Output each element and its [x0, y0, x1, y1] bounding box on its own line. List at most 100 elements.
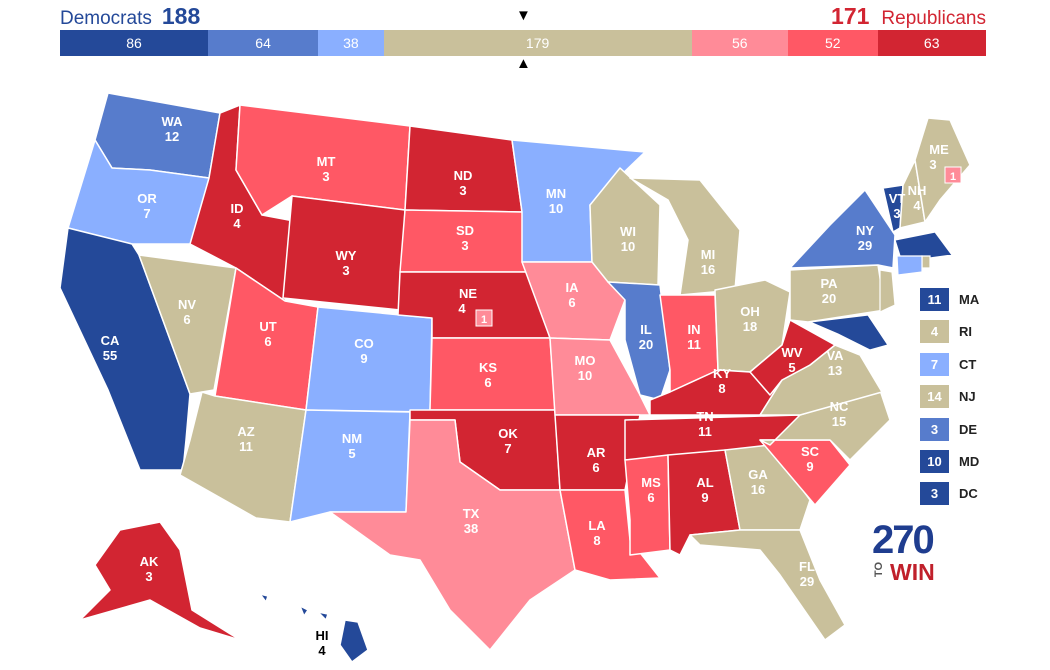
legend-ev-box[interactable]: 14: [920, 385, 949, 409]
state-ga[interactable]: [724, 444, 811, 531]
state-ak[interactable]: [79, 521, 241, 641]
state-ev-in: 11: [687, 337, 701, 352]
state-ev-mo: 10: [578, 368, 592, 383]
state-mo[interactable]: [549, 337, 651, 416]
state-ev-pa: 20: [822, 291, 836, 306]
state-abbr-mt: MT: [317, 154, 336, 169]
state-abbr-ks: KS: [479, 360, 497, 375]
legend-row-de[interactable]: 3 DE: [920, 417, 978, 441]
tally-segment: 64: [208, 30, 319, 56]
legend-row-nj[interactable]: 14 NJ: [920, 385, 976, 409]
tally-segment: 86: [60, 30, 209, 56]
legend-ev-box[interactable]: 4: [920, 320, 949, 344]
state-hi[interactable]: [259, 593, 369, 663]
legend-row-md[interactable]: 10 MD: [920, 450, 979, 473]
state-abbr-az: AZ: [237, 424, 254, 439]
tally-header: Democrats 188 171 Republicans ▼: [60, 0, 986, 34]
tally-segment: 38: [318, 30, 384, 56]
democrats-label: Democrats: [60, 8, 152, 29]
state-abbr-ok: OK: [498, 426, 518, 441]
state-ev-vt: 3: [893, 206, 900, 221]
270towin-logo: 270 TO WIN: [872, 520, 944, 584]
state-ev-mn: 10: [549, 201, 563, 216]
threshold-marker-top: ▼: [516, 7, 531, 24]
state-abbr-nh: NH: [908, 183, 927, 198]
state-abbr-id: ID: [231, 201, 244, 216]
democrats-header: Democrats 188: [60, 3, 200, 30]
state-ca[interactable]: [59, 227, 191, 471]
state-la[interactable]: [559, 489, 661, 581]
legend-ev-box[interactable]: 10: [920, 450, 949, 473]
state-fl[interactable]: [689, 529, 846, 641]
state-ny[interactable]: [789, 189, 896, 269]
state-nv[interactable]: [138, 254, 237, 395]
legend-state-abbr: DC: [959, 486, 978, 502]
state-md[interactable]: [807, 314, 889, 351]
state-ri[interactable]: [921, 255, 931, 269]
democrats-total: 188: [161, 3, 201, 29]
state-wa[interactable]: [94, 92, 221, 179]
republicans-label: Republicans: [881, 8, 986, 29]
nebraska-district-box[interactable]: [475, 309, 493, 327]
state-abbr-ia: IA: [566, 280, 580, 295]
state-ev-ok: 7: [504, 441, 511, 456]
state-abbr-va: VA: [826, 348, 844, 363]
state-ev-oh: 18: [743, 319, 757, 334]
state-ev-ne: 4: [458, 301, 466, 316]
logo-win: WIN: [890, 559, 935, 585]
state-abbr-pa: PA: [820, 276, 838, 291]
state-me[interactable]: [914, 117, 971, 223]
state-ev-mt: 3: [322, 169, 329, 184]
state-ev-nh: 4: [913, 198, 921, 213]
state-abbr-wa: WA: [162, 114, 184, 129]
logo-to: TO: [873, 562, 885, 578]
maine-district-value: 1: [950, 171, 956, 183]
state-ev-va: 13: [828, 363, 842, 378]
state-ms[interactable]: [624, 454, 671, 556]
legend-ev-box[interactable]: 3: [920, 482, 949, 506]
state-abbr-il: IL: [640, 322, 652, 337]
legend-state-abbr: DE: [959, 421, 978, 437]
state-mi[interactable]: [629, 177, 741, 296]
state-abbr-fl: FL: [799, 559, 815, 574]
state-ev-sd: 3: [461, 238, 468, 253]
legend-row-ct[interactable]: 7 CT: [920, 352, 977, 376]
state-abbr-wi: WI: [620, 224, 636, 239]
state-ev-tx: 38: [464, 521, 478, 536]
legend-state-abbr: MD: [959, 454, 980, 469]
state-ma[interactable]: [894, 231, 954, 259]
state-ev-hi: 4: [318, 643, 326, 658]
legend-row-ri[interactable]: 4 RI: [920, 320, 972, 344]
state-az[interactable]: [179, 391, 307, 523]
legend-row-dc[interactable]: 3 DC: [920, 482, 978, 506]
maine-district-box[interactable]: [944, 166, 962, 184]
state-abbr-wv: WV: [782, 345, 803, 360]
republicans-total: 171: [831, 3, 870, 29]
legend-state-abbr: CT: [959, 356, 977, 372]
state-ev-id: 4: [233, 216, 241, 231]
legend-ev-box[interactable]: 3: [920, 417, 949, 441]
state-tx[interactable]: [329, 419, 576, 651]
state-abbr-ny: NY: [856, 223, 874, 238]
legend-row-ma[interactable]: 11 MA: [920, 288, 979, 311]
state-ev-nm: 5: [348, 446, 355, 461]
state-wv[interactable]: [749, 319, 836, 396]
state-nm[interactable]: [289, 409, 411, 523]
state-ev-ia: 6: [568, 295, 575, 310]
state-abbr-ky: KY: [713, 366, 731, 381]
state-abbr-nd: ND: [454, 168, 473, 183]
logo-number: 270: [872, 518, 935, 562]
state-ev-wi: 10: [621, 239, 635, 254]
state-ev-ga: 16: [751, 482, 765, 497]
legend-ev-box[interactable]: 11: [920, 288, 949, 311]
state-ev-ar: 6: [592, 460, 599, 475]
state-abbr-me: ME: [929, 142, 949, 157]
state-co[interactable]: [305, 306, 433, 413]
nebraska-district-value: 1: [481, 314, 487, 326]
state-ct[interactable]: [896, 255, 923, 276]
legend-ev-box[interactable]: 7: [920, 352, 949, 376]
state-abbr-ak: AK: [140, 554, 159, 569]
state-pa[interactable]: [789, 264, 886, 323]
state-nj[interactable]: [879, 269, 896, 313]
state-abbr-co: CO: [354, 336, 374, 351]
